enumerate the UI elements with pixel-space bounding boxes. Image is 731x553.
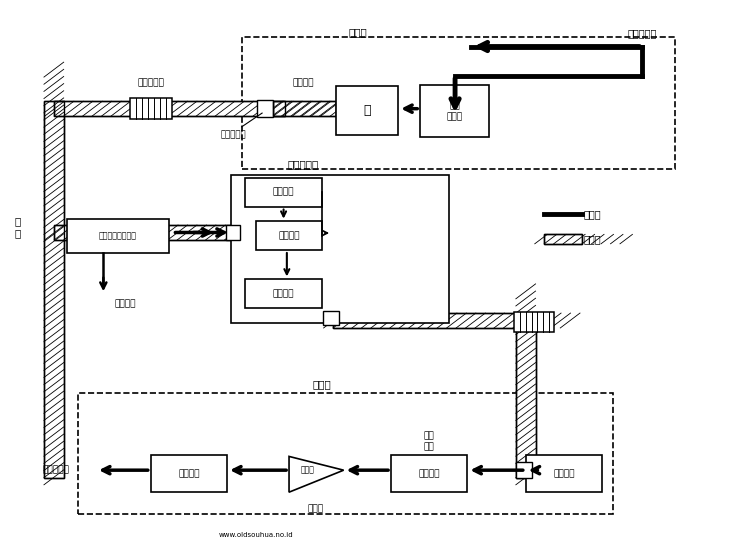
Text: 输出光纤: 输出光纤 bbox=[273, 289, 295, 298]
Bar bbox=[526, 455, 602, 492]
Text: 电路放大: 电路放大 bbox=[279, 231, 300, 241]
Bar bbox=[322, 311, 338, 325]
Text: 发端机: 发端机 bbox=[349, 27, 368, 37]
Bar bbox=[516, 462, 532, 478]
Text: 光
缆: 光 缆 bbox=[15, 216, 20, 238]
Bar bbox=[544, 234, 582, 244]
Bar bbox=[336, 86, 398, 135]
Text: 输入光纤: 输入光纤 bbox=[273, 188, 295, 197]
Bar bbox=[226, 225, 240, 239]
Bar bbox=[333, 313, 526, 328]
Text: 光纤连接器: 光纤连接器 bbox=[220, 131, 246, 139]
Bar bbox=[391, 455, 467, 492]
Bar bbox=[257, 222, 322, 250]
Bar bbox=[273, 101, 336, 116]
Text: 光: 光 bbox=[363, 104, 371, 117]
Text: 光纤分配盘: 光纤分配盘 bbox=[137, 79, 164, 88]
Bar bbox=[67, 219, 169, 253]
Bar bbox=[257, 101, 273, 117]
Text: 电信号输出: 电信号输出 bbox=[42, 466, 69, 474]
Bar bbox=[246, 279, 322, 308]
Text: 中继备用: 中继备用 bbox=[114, 300, 136, 309]
Text: 光信号: 光信号 bbox=[584, 234, 602, 244]
Text: 光纤接头: 光纤接头 bbox=[293, 79, 314, 88]
Bar bbox=[54, 225, 231, 240]
Text: 电信号: 电信号 bbox=[584, 210, 602, 220]
Text: 信号整形: 信号整形 bbox=[178, 469, 200, 478]
Text: 收端机: 收端机 bbox=[312, 379, 331, 389]
Text: www.oldsouhua.no.id: www.oldsouhua.no.id bbox=[219, 532, 294, 538]
Text: 放大器: 放大器 bbox=[308, 504, 324, 513]
Polygon shape bbox=[289, 456, 344, 492]
Bar bbox=[54, 225, 231, 240]
Bar bbox=[273, 101, 336, 116]
Text: 光电
转换: 光电 转换 bbox=[423, 431, 434, 451]
Bar bbox=[151, 455, 227, 492]
Bar bbox=[231, 175, 450, 324]
Bar bbox=[242, 37, 675, 169]
Bar bbox=[515, 326, 536, 478]
Text: 光合分器代换器柱: 光合分器代换器柱 bbox=[99, 231, 137, 241]
Bar bbox=[515, 312, 555, 331]
Bar bbox=[544, 234, 582, 244]
Bar bbox=[44, 101, 64, 478]
Bar bbox=[420, 85, 489, 137]
Bar bbox=[54, 101, 285, 116]
Text: 放大器: 放大器 bbox=[300, 466, 314, 474]
Bar bbox=[44, 101, 64, 478]
Bar bbox=[333, 313, 526, 328]
Text: 电信号输入: 电信号输入 bbox=[627, 28, 656, 38]
Bar bbox=[54, 101, 285, 116]
Bar bbox=[515, 326, 536, 478]
Text: 光耦合器: 光耦合器 bbox=[418, 469, 440, 478]
Bar bbox=[246, 178, 322, 207]
Text: 电路
驱动器: 电路 驱动器 bbox=[447, 101, 463, 121]
Text: 再生中继器: 再生中继器 bbox=[288, 159, 319, 169]
Bar bbox=[129, 98, 172, 119]
Bar bbox=[78, 393, 613, 514]
Text: 光放大器: 光放大器 bbox=[553, 469, 575, 478]
